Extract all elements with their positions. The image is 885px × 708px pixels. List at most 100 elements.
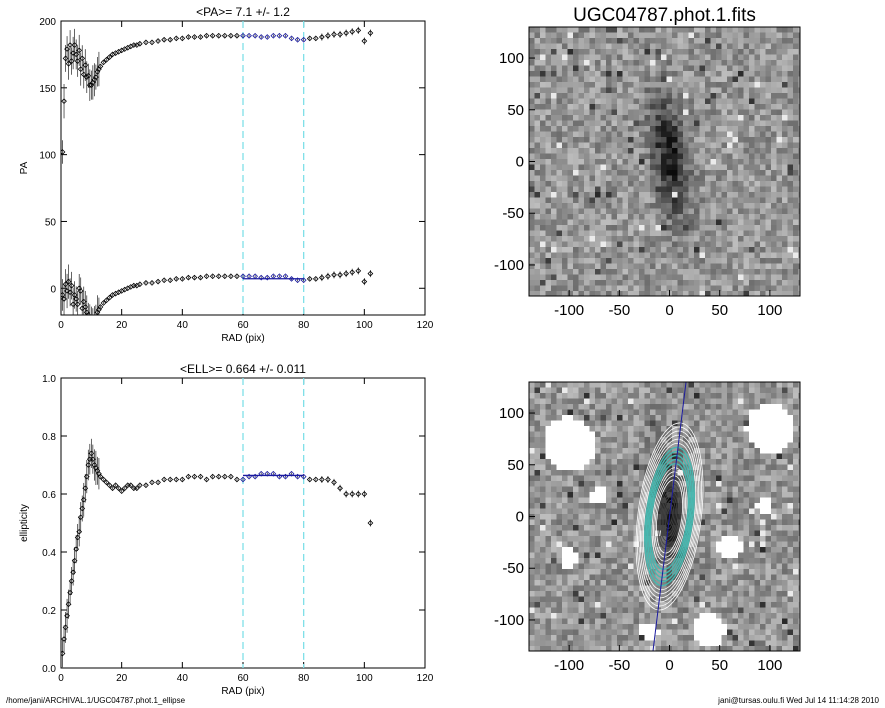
image-pixel xyxy=(655,274,662,281)
image-pixel xyxy=(573,420,579,427)
image-pixel xyxy=(655,459,662,465)
image-pixel xyxy=(595,247,601,253)
image-pixel xyxy=(545,170,552,176)
image-pixel xyxy=(633,43,640,50)
image-pixel xyxy=(551,153,557,160)
image-pixel xyxy=(754,263,761,270)
image-pixel xyxy=(633,398,640,405)
data-point xyxy=(240,273,246,280)
image-pixel xyxy=(793,109,799,116)
y-tick-label: 50 xyxy=(45,217,57,228)
image-pixel xyxy=(545,387,552,394)
image-pixel xyxy=(666,214,673,220)
image-pixel xyxy=(617,175,623,182)
image-pixel xyxy=(617,519,623,526)
image-pixel xyxy=(661,591,667,597)
image-pixel xyxy=(617,186,623,193)
image-pixel xyxy=(666,181,673,187)
data-point xyxy=(61,292,66,298)
image-pixel xyxy=(771,214,777,220)
image-pixel xyxy=(771,530,777,537)
image-pixel xyxy=(782,470,788,476)
image-pixel xyxy=(798,27,800,33)
image-pixel xyxy=(760,219,766,226)
image-pixel xyxy=(589,219,596,226)
image-pixel xyxy=(606,536,612,542)
image-pixel xyxy=(738,415,744,421)
image-pixel xyxy=(666,404,673,410)
image-pixel xyxy=(743,170,750,176)
image-pixel xyxy=(749,503,755,509)
image-pixel xyxy=(765,87,772,94)
image-pixel xyxy=(782,442,788,449)
image-pixel xyxy=(732,142,739,149)
image-pixel xyxy=(782,153,788,160)
image-pixel xyxy=(545,558,552,564)
image-pixel xyxy=(556,448,563,454)
x-tick-label: 60 xyxy=(237,673,249,684)
image-pixel xyxy=(578,27,585,33)
image-pixel xyxy=(765,252,772,259)
image-pixel xyxy=(716,563,722,570)
image-pixel xyxy=(666,530,673,537)
image-pixel xyxy=(628,181,634,187)
image-pixel xyxy=(738,49,744,55)
image-pixel xyxy=(716,27,722,33)
data-point xyxy=(246,273,252,280)
image-pixel xyxy=(798,387,800,394)
image-pixel xyxy=(677,569,684,575)
image-pixel xyxy=(562,514,568,520)
image-pixel xyxy=(611,38,618,44)
image-pixel xyxy=(688,274,695,281)
image-pixel xyxy=(584,280,590,286)
image-pixel xyxy=(710,164,717,171)
image-pixel xyxy=(732,27,739,33)
image-pixel xyxy=(798,415,800,421)
image-pixel xyxy=(771,241,777,248)
image-pixel xyxy=(727,197,733,204)
image-pixel xyxy=(666,415,673,421)
image-pixel xyxy=(633,27,640,33)
image-pixel xyxy=(545,104,552,110)
image-pixel xyxy=(677,153,684,160)
image-pixel xyxy=(721,404,728,410)
image-pixel xyxy=(705,404,711,410)
image-pixel xyxy=(567,98,574,105)
image-pixel xyxy=(600,38,607,44)
image-pixel xyxy=(666,431,673,438)
image-pixel xyxy=(749,186,755,193)
image-pixel xyxy=(716,574,722,581)
image-pixel xyxy=(677,409,684,416)
image-pixel xyxy=(743,547,750,553)
image-pixel xyxy=(672,508,678,515)
image-pixel xyxy=(617,104,623,110)
image-pixel xyxy=(776,409,783,416)
image-pixel xyxy=(782,225,788,231)
image-pixel xyxy=(694,126,700,132)
image-pixel xyxy=(738,508,744,515)
image-pixel xyxy=(754,38,761,44)
image-pixel xyxy=(573,153,579,160)
image-pixel xyxy=(551,27,557,33)
image-pixel xyxy=(749,387,755,394)
image-pixel xyxy=(606,552,612,559)
image-pixel xyxy=(633,591,640,597)
image-pixel xyxy=(721,225,728,231)
image-pixel xyxy=(776,420,783,427)
image-pixel xyxy=(655,241,662,248)
image-pixel xyxy=(595,120,601,127)
image-pixel xyxy=(556,431,563,438)
image-pixel xyxy=(672,120,678,127)
image-pixel xyxy=(556,269,563,275)
image-pixel xyxy=(705,43,711,50)
image-pixel xyxy=(727,404,733,410)
image-pixel xyxy=(754,508,761,515)
image-pixel xyxy=(584,252,590,259)
image-pixel xyxy=(639,508,645,515)
image-pixel xyxy=(749,398,755,405)
image-pixel xyxy=(617,258,623,264)
image-pixel xyxy=(743,186,750,193)
image-pixel xyxy=(666,398,673,405)
image-pixel xyxy=(567,170,574,176)
image-pixel xyxy=(573,481,579,487)
